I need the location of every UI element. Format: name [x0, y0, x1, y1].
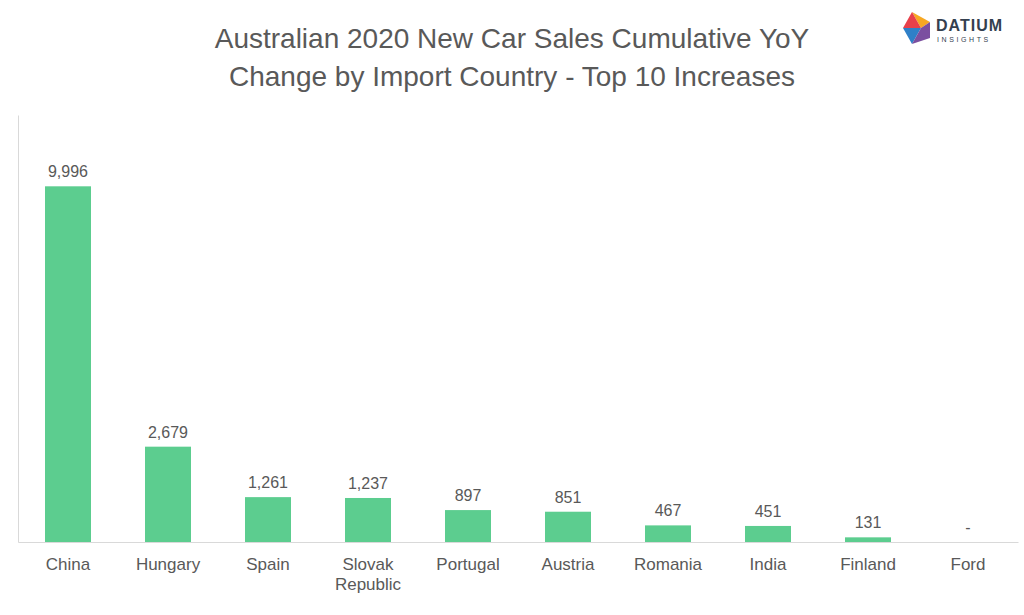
- x-tick: Spain: [246, 555, 289, 574]
- bar: [145, 447, 191, 542]
- x-tick: Finland: [840, 555, 896, 574]
- bar: [645, 525, 691, 542]
- data-label: 451: [755, 503, 782, 520]
- x-tick: SlovakRepublic: [335, 555, 402, 594]
- x-tick-label: Hungary: [136, 555, 201, 574]
- title: Australian 2020 New Car Sales Cumulative…: [215, 23, 810, 54]
- x-axis: China Hungary Spain SlovakRepublic Portugal A…: [19, 543, 1019, 594]
- data-label: 9,996: [48, 163, 88, 180]
- bar: [845, 537, 891, 542]
- x-tick-label: Portugal: [436, 555, 499, 574]
- x-tick-label: Spain: [246, 555, 289, 574]
- x-tick: China: [46, 555, 91, 574]
- data-label: 1,237: [348, 475, 388, 492]
- x-tick: Romania: [634, 555, 703, 574]
- logo-icon: [912, 22, 930, 44]
- title-group: Australian 2020 New Car Sales Cumulative…: [215, 23, 810, 92]
- x-tick: Hungary: [136, 555, 201, 574]
- bar: [245, 497, 291, 542]
- x-tick: Austria: [542, 555, 595, 574]
- x-tick: India: [750, 555, 787, 574]
- data-labels: 9,996 2,679 1,261 1,237 897 851 467 451 131 -: [48, 163, 971, 536]
- x-tick: Ford: [951, 555, 986, 574]
- bar: [745, 526, 791, 542]
- data-label: 851: [555, 489, 582, 506]
- logo-tagline: INSIGHTS: [937, 36, 991, 43]
- x-tick-label: Finland: [840, 555, 896, 574]
- title: Change by Import Country - Top 10 Increa…: [229, 61, 795, 92]
- bars: [45, 186, 891, 542]
- chart: Australian 2020 New Car Sales Cumulative…: [0, 0, 1024, 615]
- bar: [445, 510, 491, 542]
- x-tick-label: India: [750, 555, 787, 574]
- data-label: 897: [455, 487, 482, 504]
- x-tick-label: Ford: [951, 555, 986, 574]
- logo-icon: [903, 12, 921, 28]
- y-axis-line: [18, 116, 19, 543]
- bar: [345, 498, 391, 542]
- x-tick-label: SlovakRepublic: [335, 555, 402, 594]
- logo-text: DATIUM: [936, 17, 1003, 34]
- x-tick-label: China: [46, 555, 91, 574]
- data-label: 2,679: [148, 424, 188, 441]
- bar: [545, 512, 591, 542]
- data-label: 131: [855, 514, 882, 531]
- x-axis-line: [19, 542, 1019, 543]
- bar: [945, 542, 991, 543]
- data-label: -: [965, 519, 970, 536]
- data-label: 1,261: [248, 474, 288, 491]
- data-label: 467: [655, 502, 682, 519]
- x-tick-label: Romania: [634, 555, 703, 574]
- x-tick-label: Austria: [542, 555, 595, 574]
- y-axis: [18, 116, 19, 543]
- bar: [45, 186, 91, 542]
- logo: DATIUM INSIGHTS: [903, 12, 1003, 44]
- x-tick: Portugal: [436, 555, 499, 574]
